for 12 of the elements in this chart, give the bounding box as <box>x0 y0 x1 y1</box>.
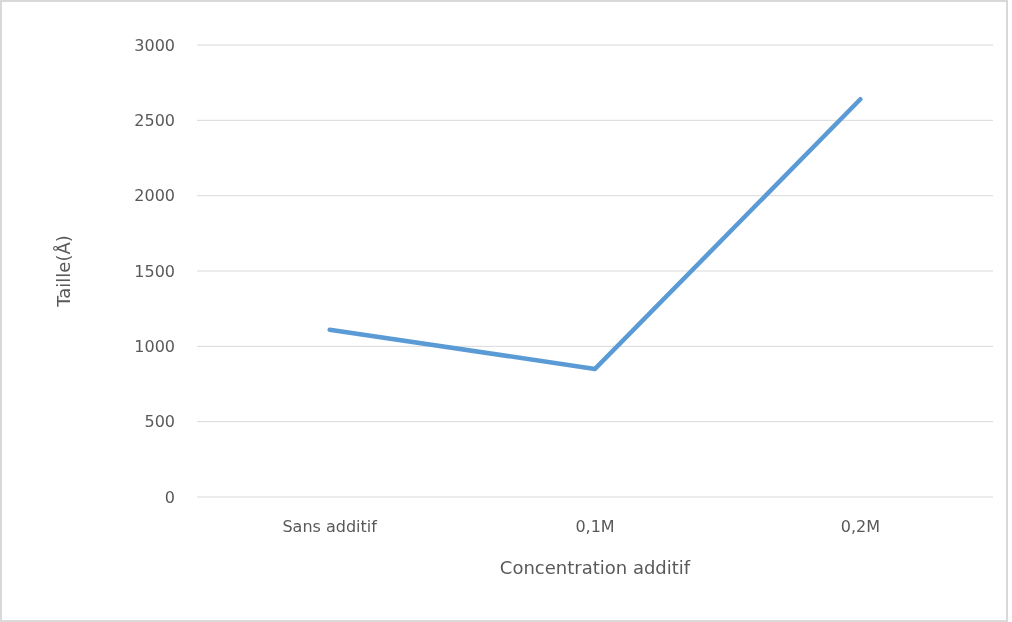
y-tick-label: 500 <box>144 412 175 432</box>
x-tick-label: 0,2M <box>840 517 880 536</box>
y-tick-label: 2000 <box>134 186 175 206</box>
x-tick-label: 0,1M <box>575 517 615 536</box>
y-tick-label: 2500 <box>134 110 175 130</box>
y-tick-label: 3000 <box>134 35 175 55</box>
y-tick-label: 1000 <box>134 336 175 356</box>
y-tick-label: 1500 <box>134 261 175 281</box>
y-axis-title: Taille(Å) <box>53 235 74 308</box>
y-tick-label: 0 <box>164 487 175 507</box>
x-axis-title: Concentration additif <box>499 557 691 578</box>
x-tick-label: Sans additif <box>282 517 378 536</box>
